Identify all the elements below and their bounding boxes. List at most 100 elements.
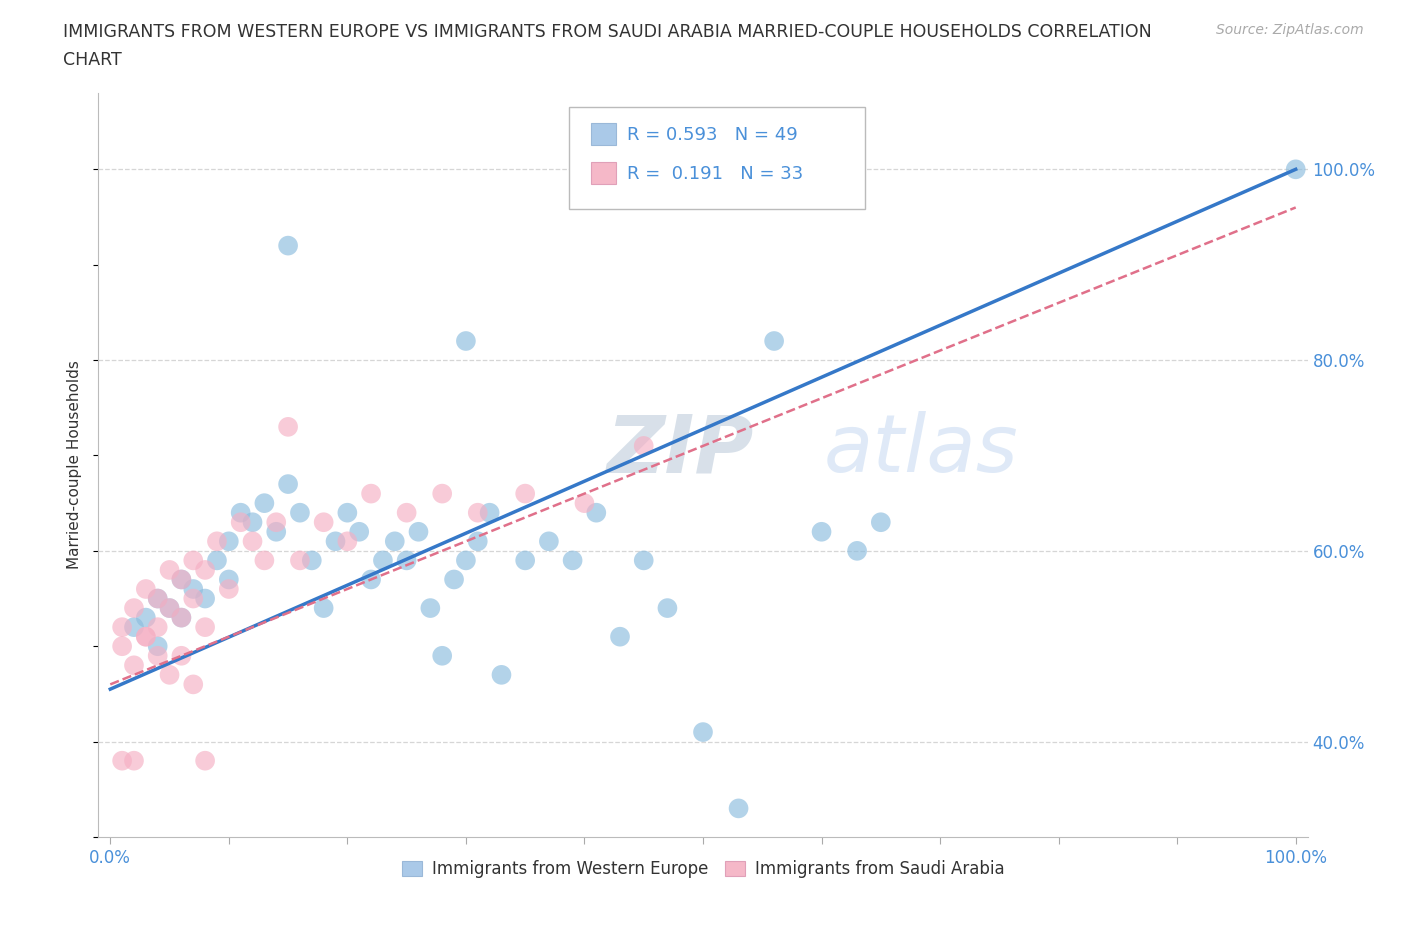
Point	[159, 668, 181, 683]
Point	[135, 630, 157, 644]
Point	[537, 534, 560, 549]
Point	[122, 753, 145, 768]
Point	[763, 334, 786, 349]
Point	[205, 534, 228, 549]
Point	[277, 477, 299, 492]
Point	[515, 486, 537, 501]
Point	[574, 496, 596, 511]
Point	[657, 601, 679, 616]
Point	[846, 543, 869, 558]
Point	[325, 534, 347, 549]
Point	[253, 553, 276, 568]
Point	[122, 658, 145, 672]
Text: R = 0.593   N = 49: R = 0.593 N = 49	[627, 126, 797, 144]
Point	[312, 601, 335, 616]
Point	[194, 591, 217, 606]
Legend: Immigrants from Western Europe, Immigrants from Saudi Arabia: Immigrants from Western Europe, Immigran…	[395, 853, 1011, 884]
Point	[135, 581, 157, 596]
Point	[242, 515, 264, 530]
Point	[135, 610, 157, 625]
Point	[727, 801, 749, 816]
Point	[347, 525, 370, 539]
Point	[253, 496, 276, 511]
Point	[159, 601, 181, 616]
Point	[135, 630, 157, 644]
Point	[810, 525, 832, 539]
Point	[443, 572, 465, 587]
Point	[194, 619, 217, 634]
Point	[111, 619, 134, 634]
Point	[122, 601, 145, 616]
Point	[371, 553, 394, 568]
Point	[218, 581, 240, 596]
Point	[467, 505, 489, 520]
Point	[146, 648, 169, 663]
Text: Source: ZipAtlas.com: Source: ZipAtlas.com	[1216, 23, 1364, 37]
Point	[561, 553, 583, 568]
Point	[264, 525, 287, 539]
Y-axis label: Married-couple Households: Married-couple Households	[67, 361, 83, 569]
Point	[360, 572, 382, 587]
Point	[194, 753, 217, 768]
Point	[633, 438, 655, 453]
Point	[181, 591, 204, 606]
Point	[170, 572, 193, 587]
Point	[312, 515, 335, 530]
Point	[301, 553, 323, 568]
Point	[585, 505, 607, 520]
Point	[869, 515, 891, 530]
Point	[432, 486, 454, 501]
Text: IMMIGRANTS FROM WESTERN EUROPE VS IMMIGRANTS FROM SAUDI ARABIA MARRIED-COUPLE HO: IMMIGRANTS FROM WESTERN EUROPE VS IMMIGR…	[63, 23, 1152, 41]
Point	[181, 581, 204, 596]
Point	[692, 724, 714, 739]
Point	[277, 419, 299, 434]
Point	[491, 668, 513, 683]
Point	[111, 639, 134, 654]
Point	[111, 753, 134, 768]
Point	[242, 534, 264, 549]
Point	[264, 515, 287, 530]
Point	[122, 619, 145, 634]
Point	[384, 534, 406, 549]
Point	[467, 534, 489, 549]
Point	[609, 630, 631, 644]
Point	[432, 648, 454, 663]
Point	[146, 619, 169, 634]
Point	[633, 553, 655, 568]
Point	[170, 610, 193, 625]
Point	[229, 505, 252, 520]
Point	[454, 553, 477, 568]
Point	[336, 505, 359, 520]
Point	[395, 553, 418, 568]
Point	[159, 601, 181, 616]
Point	[170, 610, 193, 625]
Point	[229, 515, 252, 530]
Point	[360, 486, 382, 501]
Point	[181, 553, 204, 568]
Point	[277, 238, 299, 253]
Point	[181, 677, 204, 692]
Text: atlas: atlas	[824, 411, 1019, 489]
Point	[478, 505, 501, 520]
Point	[419, 601, 441, 616]
Point	[146, 591, 169, 606]
Point	[515, 553, 537, 568]
Text: R =  0.191   N = 33: R = 0.191 N = 33	[627, 165, 803, 183]
Point	[159, 563, 181, 578]
Point	[146, 591, 169, 606]
Point	[218, 534, 240, 549]
Text: ZIP: ZIP	[606, 411, 754, 489]
Point	[288, 553, 311, 568]
Point	[336, 534, 359, 549]
Point	[1285, 162, 1308, 177]
Point	[218, 572, 240, 587]
Text: CHART: CHART	[63, 51, 122, 69]
Point	[170, 648, 193, 663]
Point	[194, 563, 217, 578]
Point	[395, 505, 418, 520]
Point	[170, 572, 193, 587]
Point	[288, 505, 311, 520]
Point	[454, 334, 477, 349]
Point	[408, 525, 430, 539]
Point	[205, 553, 228, 568]
